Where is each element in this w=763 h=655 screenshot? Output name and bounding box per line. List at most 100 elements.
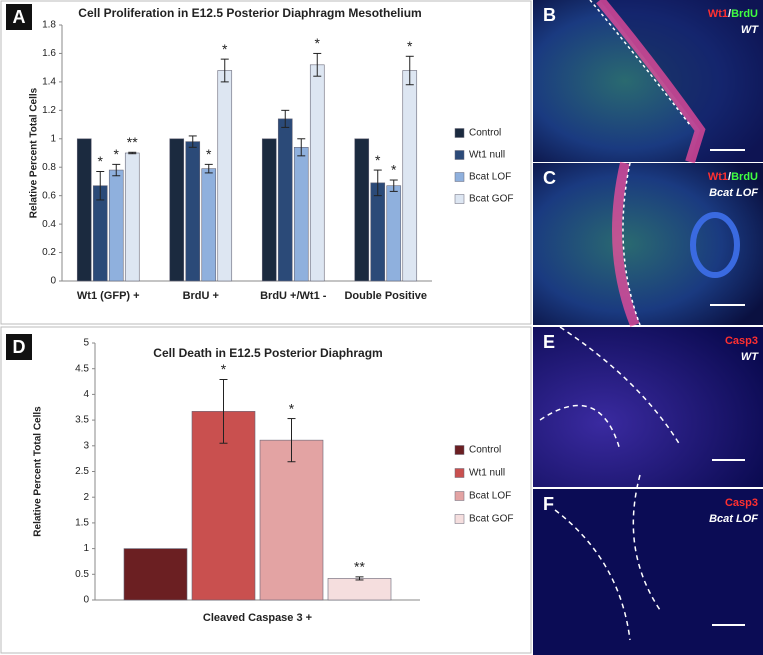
x-tick-label: Wt1 (GFP) +: [77, 290, 140, 302]
bar: [201, 168, 217, 282]
significance-label: **: [127, 134, 138, 150]
legend-label: Control: [469, 128, 501, 139]
bar: [124, 152, 140, 282]
x-tick-label: BrdU +/Wt1 -: [260, 290, 327, 302]
bar: [327, 578, 392, 601]
panel-letter: A: [13, 7, 26, 27]
stain-label: Casp3: [725, 335, 758, 347]
stain-part: BrdU: [731, 171, 758, 183]
stain-part: Casp3: [725, 497, 758, 509]
y-tick-label: 0.6: [42, 190, 56, 201]
stain-part: Wt1: [708, 171, 728, 183]
y-tick-label: 0: [83, 595, 89, 606]
micrograph-c: [533, 161, 763, 327]
micrograph-b: [533, 0, 763, 164]
panel-letter-box: [6, 334, 32, 360]
x-tick-label: BrdU +: [183, 290, 219, 302]
error-bar: [373, 169, 382, 197]
significance-label: *: [407, 38, 413, 54]
y-tick-label: 4.5: [75, 363, 89, 374]
genotype-label: Bcat LOF: [709, 187, 758, 199]
chart-title: Cell Proliferation in E12.5 Posterior Di…: [78, 6, 421, 20]
legend-swatch: [454, 445, 465, 455]
y-axis-label: Relative Percent Total Cells: [29, 87, 40, 218]
error-bar: [405, 55, 414, 86]
legend-label: Wt1 null: [469, 150, 505, 161]
significance-label: *: [114, 146, 120, 162]
error-bar: [128, 151, 137, 155]
significance-label: **: [354, 559, 365, 575]
y-tick-label: 1.6: [42, 48, 56, 59]
significance-label: *: [221, 361, 227, 377]
bar: [309, 64, 325, 282]
bar: [261, 138, 277, 282]
legend-label: Control: [469, 445, 501, 456]
y-tick-label: 2: [83, 492, 89, 503]
error-bar: [220, 58, 229, 83]
significance-label: *: [222, 41, 228, 57]
bar: [123, 548, 188, 601]
significance-label: *: [289, 400, 295, 416]
significance-label: *: [98, 153, 104, 169]
bar: [293, 147, 309, 282]
bar: [370, 182, 386, 282]
panel-letter: B: [543, 5, 556, 25]
chart-title: Cell Death in E12.5 Posterior Diaphragm: [153, 346, 382, 360]
panel-letter-box: [6, 4, 32, 30]
error-bar: [355, 576, 364, 581]
stain-part: Casp3: [725, 335, 758, 347]
y-tick-label: 0: [50, 276, 56, 287]
legend-swatch: [454, 128, 465, 138]
y-tick-label: 0.4: [42, 219, 56, 230]
stain-part: /: [728, 171, 731, 183]
bar: [169, 138, 185, 282]
panel-letter: D: [13, 337, 26, 357]
y-tick-label: 1: [83, 543, 89, 554]
error-bar: [281, 109, 290, 128]
legend-swatch: [454, 150, 465, 160]
error-bar: [313, 52, 322, 77]
y-tick-label: 2.5: [75, 466, 89, 477]
stain-label: Wt1/BrdU: [708, 8, 758, 20]
y-tick-label: 3: [83, 440, 89, 451]
error-bar: [204, 163, 213, 174]
y-tick-label: 0.8: [42, 162, 56, 173]
stain-label: Wt1/BrdU: [708, 171, 758, 183]
y-tick-label: 0.2: [42, 247, 56, 258]
error-bar: [287, 418, 296, 463]
y-tick-label: 1.8: [42, 20, 56, 31]
genotype-label: WT: [741, 24, 759, 36]
error-bar: [219, 378, 228, 444]
bar: [108, 169, 124, 282]
genotype-label: WT: [741, 351, 759, 363]
panel-letter: C: [543, 168, 556, 188]
error-bar: [188, 135, 197, 148]
bar: [386, 185, 402, 282]
error-bar: [297, 138, 306, 157]
legend-swatch: [454, 491, 465, 501]
legend-swatch: [454, 172, 465, 182]
panel-letter: E: [543, 332, 555, 352]
bar: [277, 118, 293, 282]
bar: [76, 138, 92, 282]
y-tick-label: 1.5: [75, 518, 89, 529]
micrograph-e: [533, 326, 763, 487]
stain-label: Casp3: [725, 497, 758, 509]
y-tick-label: 1.2: [42, 105, 56, 116]
stain-part: Wt1: [708, 8, 728, 20]
error-bar: [389, 179, 398, 192]
panel-letter: F: [543, 494, 554, 514]
stain-part: BrdU: [731, 8, 758, 20]
legend-label: Bcat GOF: [469, 194, 513, 205]
panel-frame: [0, 0, 532, 325]
error-bar: [96, 170, 105, 201]
y-tick-label: 4: [83, 389, 89, 400]
panel-frame: [0, 326, 532, 654]
significance-label: *: [375, 152, 381, 168]
genotype-label: Bcat LOF: [709, 513, 758, 525]
legend-label: Bcat LOF: [469, 172, 511, 183]
y-tick-label: 1: [50, 133, 56, 144]
legend-swatch: [454, 514, 465, 524]
x-tick-label: Cleaved Caspase 3 +: [203, 612, 312, 624]
